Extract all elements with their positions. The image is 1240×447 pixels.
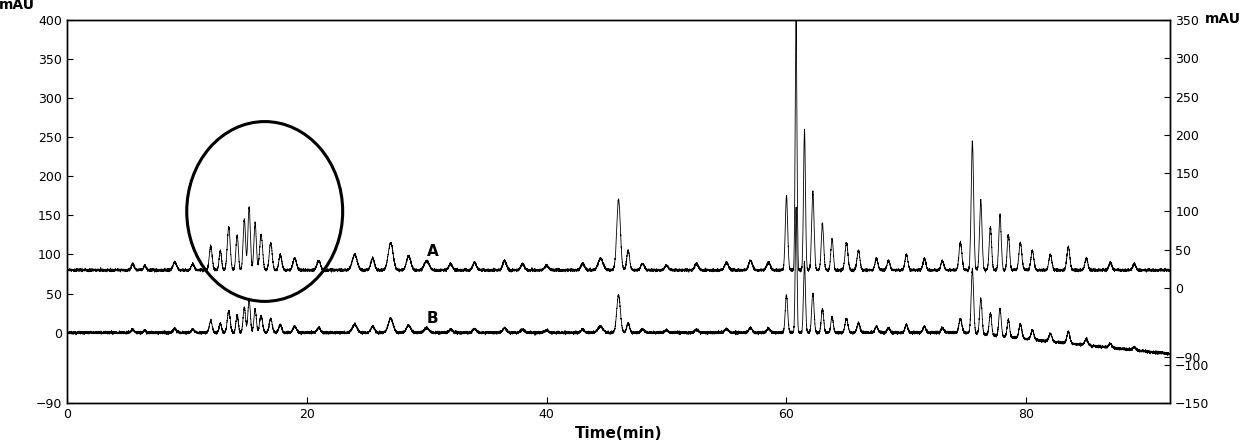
Text: A: A [427,244,439,259]
Y-axis label: mAU: mAU [0,0,35,12]
X-axis label: Time(min): Time(min) [575,426,662,442]
Y-axis label: mAU: mAU [1205,12,1240,26]
Text: B: B [427,311,438,326]
